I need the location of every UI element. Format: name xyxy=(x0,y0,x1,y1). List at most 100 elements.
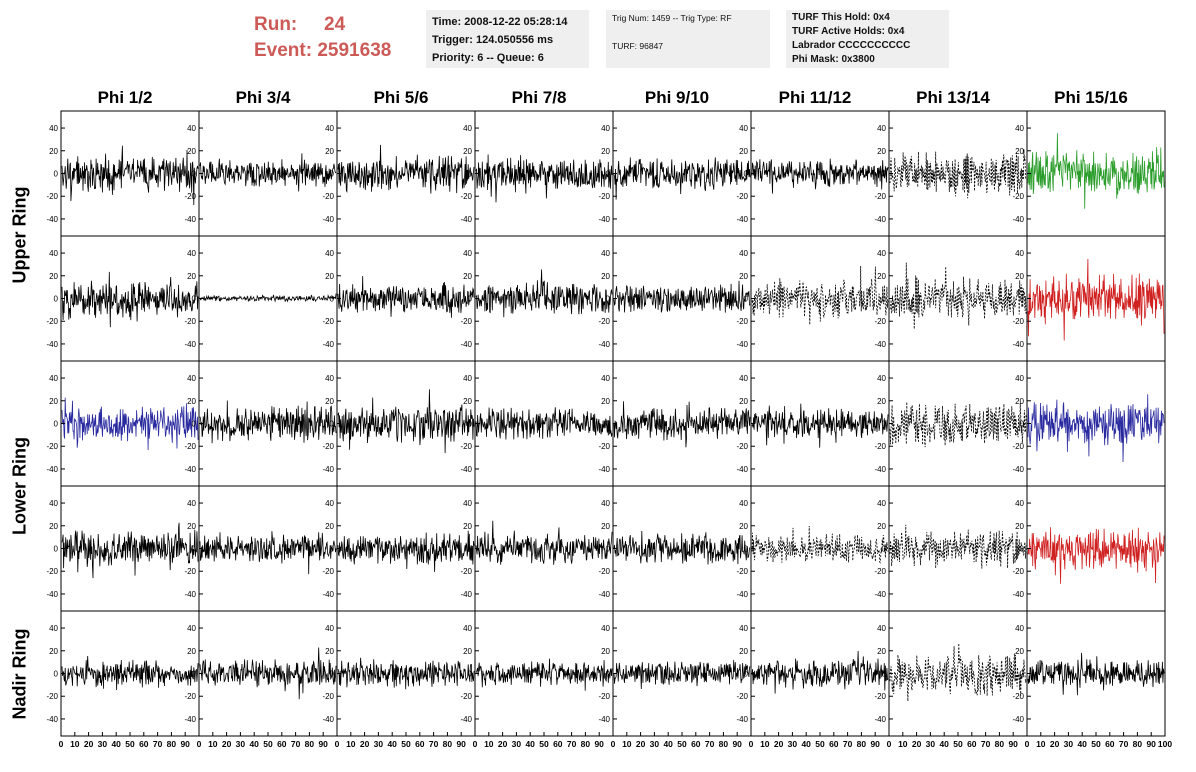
waveform-trace xyxy=(337,530,475,572)
y-tick-label: -40 xyxy=(46,465,58,474)
x-tick-label: 90 xyxy=(1146,739,1156,749)
y-tick-label: -20 xyxy=(736,442,748,451)
y-tick-label: 0 xyxy=(744,545,749,554)
y-tick-label: -40 xyxy=(46,340,58,349)
y-tick-label: -20 xyxy=(598,442,610,451)
x-tick-label: 0 xyxy=(1025,739,1030,749)
waveform-trace xyxy=(1027,527,1165,584)
x-tick-label: 80 xyxy=(581,739,591,749)
waveform-trace xyxy=(337,275,475,318)
x-tick-label: 40 xyxy=(249,739,259,749)
y-tick-label: 40 xyxy=(1015,624,1024,633)
y-tick-label: 40 xyxy=(739,624,748,633)
y-tick-label: -40 xyxy=(736,340,748,349)
y-tick-label: -40 xyxy=(322,465,334,474)
y-tick-label: 40 xyxy=(877,374,886,383)
y-tick-label: 0 xyxy=(192,545,197,554)
waveform-trace xyxy=(337,657,475,690)
y-tick-label: 0 xyxy=(54,670,59,679)
y-tick-label: -20 xyxy=(736,567,748,576)
x-tick-label: 50 xyxy=(815,739,825,749)
x-tick-label: 10 xyxy=(760,739,770,749)
x-tick-label: 60 xyxy=(691,739,701,749)
y-tick-label: -20 xyxy=(598,567,610,576)
y-tick-label: 40 xyxy=(1015,374,1024,383)
waveform-trace xyxy=(1027,133,1165,209)
y-tick-label: 20 xyxy=(1015,272,1024,281)
y-tick-label: -40 xyxy=(598,215,610,224)
x-tick-label: 30 xyxy=(512,739,522,749)
y-tick-label: -40 xyxy=(460,465,472,474)
x-tick-label: 20 xyxy=(84,739,94,749)
waveform-trace xyxy=(475,658,613,691)
x-tick-label: 70 xyxy=(1119,739,1129,749)
x-tick-label: 40 xyxy=(939,739,949,749)
y-tick-label: 40 xyxy=(49,499,58,508)
x-tick-label: 70 xyxy=(291,739,301,749)
y-tick-label: -20 xyxy=(460,692,472,701)
x-tick-label: 0 xyxy=(197,739,202,749)
y-tick-label: 0 xyxy=(330,545,335,554)
x-tick-label: 90 xyxy=(594,739,604,749)
y-tick-label: 20 xyxy=(325,397,334,406)
x-tick-label: 70 xyxy=(567,739,577,749)
y-tick-label: 0 xyxy=(606,295,611,304)
y-tick-label: 20 xyxy=(877,522,886,531)
x-tick-label: 90 xyxy=(180,739,190,749)
y-tick-label: 0 xyxy=(468,670,473,679)
waveform-trace xyxy=(613,401,751,448)
x-tick-label: 80 xyxy=(305,739,315,749)
column-header-phi-3-4: Phi 3/4 xyxy=(235,88,291,107)
x-tick-label: 0 xyxy=(335,739,340,749)
waveform-trace xyxy=(199,153,337,192)
waveform-trace xyxy=(475,269,613,318)
y-tick-label: 0 xyxy=(744,420,749,429)
y-tick-label: 0 xyxy=(468,545,473,554)
y-tick-label: 20 xyxy=(739,397,748,406)
waveform-panel xyxy=(888,235,1028,362)
y-tick-label: 20 xyxy=(739,522,748,531)
y-tick-label: 40 xyxy=(601,124,610,133)
turf-this-hold-text: TURF This Hold: 0x4 xyxy=(792,12,890,23)
event-label: Event: xyxy=(254,40,313,61)
y-tick-label: 40 xyxy=(877,624,886,633)
y-tick-label: -20 xyxy=(874,692,886,701)
waveform-panel xyxy=(888,110,1028,237)
y-tick-label: -40 xyxy=(46,590,58,599)
y-tick-label: -20 xyxy=(460,567,472,576)
y-tick-label: 40 xyxy=(49,374,58,383)
x-tick-label: 40 xyxy=(801,739,811,749)
waveform-trace xyxy=(613,157,751,200)
y-tick-label: -20 xyxy=(598,317,610,326)
y-tick-label: 20 xyxy=(187,647,196,656)
y-tick-label: 0 xyxy=(882,670,887,679)
x-tick-label: 50 xyxy=(125,739,135,749)
waveform-trace xyxy=(1027,652,1165,696)
y-tick-label: 40 xyxy=(187,124,196,133)
x-tick-label: 60 xyxy=(139,739,149,749)
y-tick-label: 0 xyxy=(882,420,887,429)
event-value: 2591638 xyxy=(317,40,392,61)
y-tick-label: 0 xyxy=(330,295,335,304)
x-tick-label: 30 xyxy=(236,739,246,749)
x-tick-label: 90 xyxy=(870,739,880,749)
y-tick-label: 40 xyxy=(187,374,196,383)
y-tick-label: -40 xyxy=(874,715,886,724)
waveform-trace xyxy=(199,400,337,444)
y-tick-label: -40 xyxy=(322,715,334,724)
y-tick-label: -20 xyxy=(184,692,196,701)
y-tick-label: 0 xyxy=(330,670,335,679)
y-tick-label: -20 xyxy=(46,192,58,201)
x-tick-label: 0 xyxy=(611,739,616,749)
waveform-trace xyxy=(751,403,889,448)
y-tick-label: -20 xyxy=(184,442,196,451)
y-tick-label: 40 xyxy=(1015,249,1024,258)
x-tick-label: 10 xyxy=(898,739,908,749)
x-tick-label: 20 xyxy=(912,739,922,749)
y-tick-label: 20 xyxy=(187,272,196,281)
y-tick-label: 20 xyxy=(325,147,334,156)
y-tick-label: 40 xyxy=(739,374,748,383)
run-value: 24 xyxy=(324,14,346,35)
y-tick-label: -40 xyxy=(736,715,748,724)
y-tick-label: 0 xyxy=(606,170,611,179)
